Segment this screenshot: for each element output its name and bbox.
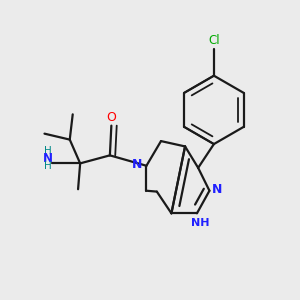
Text: N: N	[132, 158, 142, 171]
Text: N: N	[212, 183, 222, 196]
Text: NH: NH	[191, 218, 209, 228]
Text: H: H	[44, 146, 52, 156]
Text: O: O	[106, 111, 116, 124]
Text: N: N	[43, 152, 53, 164]
Text: Cl: Cl	[208, 34, 220, 47]
Text: H: H	[44, 161, 52, 171]
